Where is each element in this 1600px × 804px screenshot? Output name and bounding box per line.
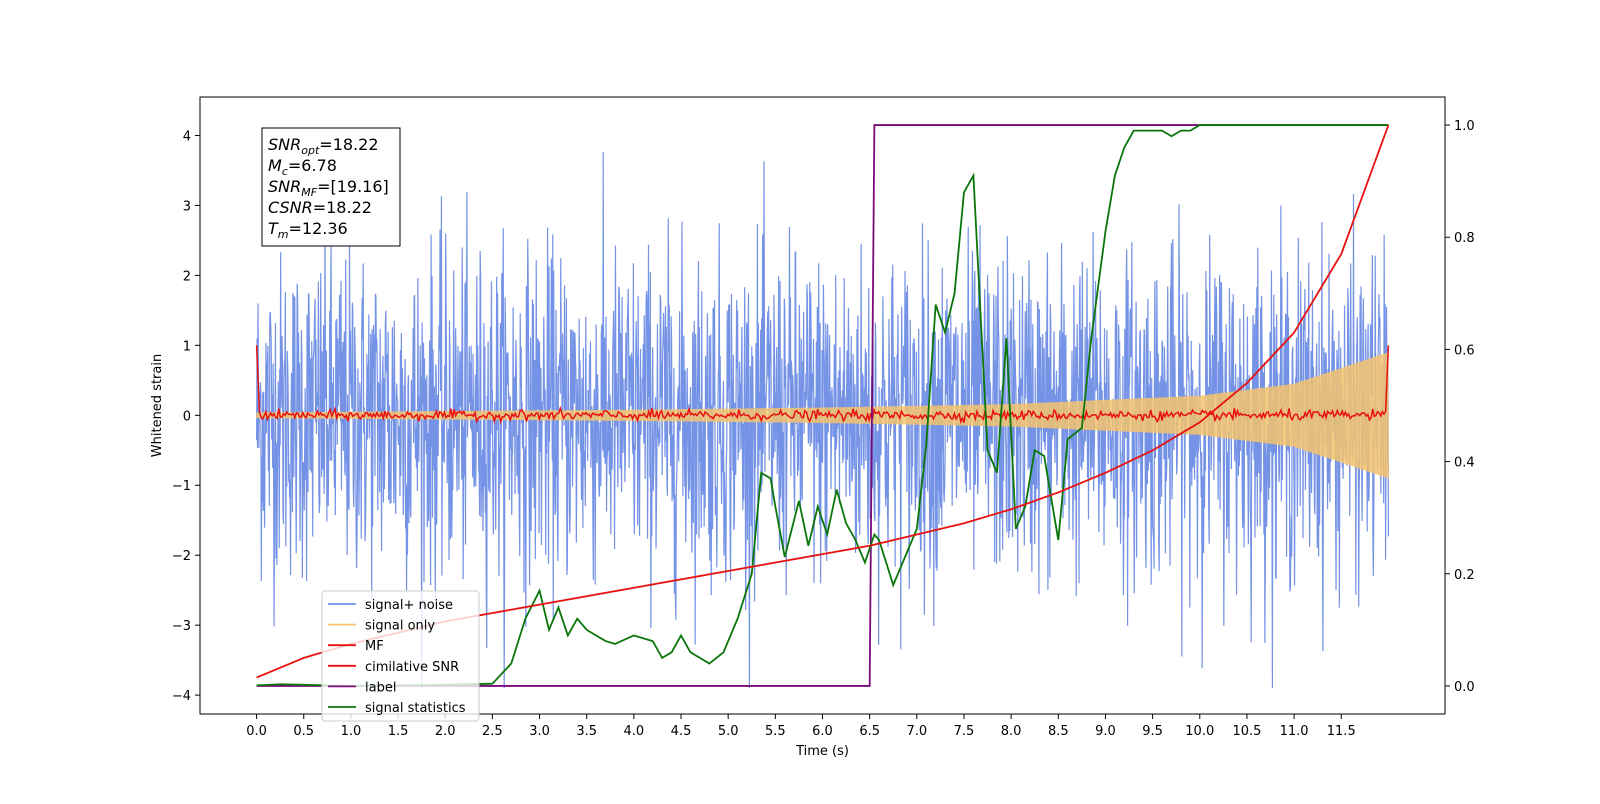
x-tick-label: 6.5 (859, 724, 880, 739)
y-left-tick-label: 0 (183, 409, 191, 424)
annotation-line: SNRopt=18.22 (268, 135, 379, 157)
y-left-tick-label: −3 (172, 619, 191, 634)
series-mf-line (255, 345, 1390, 425)
x-tick-label: 8.5 (1048, 724, 1069, 739)
axes: 0.0 0.5 1.0 1.5 2.0 2.5 3.0 3.5 4.0 4.5 5.0 5.5 6.0 6… (172, 96, 1475, 739)
legend-entry-label: signal statistics (365, 701, 466, 716)
y-right-tick-label: 0.0 (1454, 680, 1475, 695)
x-tick-label: 3.5 (576, 724, 597, 739)
annotation-box: SNRopt=18.22Mc=6.78SNRMF=[19.16]CSNR=18.… (261, 127, 401, 247)
legend-entry-label: signal+ noise (365, 598, 453, 613)
x-tick-label: 11.0 (1280, 724, 1309, 739)
x-tick-label: 9.0 (1095, 724, 1116, 739)
y-left-tick-label: −2 (172, 549, 191, 564)
y-axis-label: Whitened strain (150, 354, 165, 457)
legend-entry-label: cimilative SNR (365, 660, 459, 675)
annotation-line: Mc=6.78 (268, 156, 337, 178)
annotation-frame (261, 127, 401, 247)
x-tick-label: 3.0 (529, 724, 550, 739)
series-signal-only-line (256, 352, 1389, 479)
x-tick-label: 0.0 (246, 724, 267, 739)
x-tick-label: 0.5 (293, 724, 314, 739)
x-tick-label: 10.0 (1185, 724, 1214, 739)
y-left-tick-label: −1 (172, 479, 191, 494)
y-right-tick-label: 0.2 (1454, 568, 1475, 583)
y-right-tick-label: 1.0 (1454, 119, 1475, 134)
y-left-tick-label: 4 (183, 129, 191, 144)
x-tick-label: 6.0 (812, 724, 833, 739)
x-axis-label: Time (s) (795, 744, 849, 759)
x-tick-label: 10.5 (1232, 724, 1261, 739)
annotation-line: SNRMF=[19.16] (268, 177, 389, 199)
x-tick-label: 2.5 (482, 724, 503, 739)
legend-entry-label: label (365, 680, 396, 695)
y-left-tick-label: 1 (183, 339, 191, 354)
y-left-tick-label: 3 (183, 199, 191, 214)
y-left-tick-label: −4 (172, 689, 191, 704)
x-tick-label: 1.5 (388, 724, 409, 739)
legend-frame (321, 590, 480, 722)
x-tick-label: 5.0 (718, 724, 739, 739)
x-tick-label: 7.5 (954, 724, 975, 739)
y-right-tick-label: 0.8 (1454, 231, 1475, 246)
x-tick-label: 8.0 (1001, 724, 1022, 739)
x-tick-label: 11.5 (1327, 724, 1356, 739)
x-tick-label: 9.5 (1142, 724, 1163, 739)
legend: signal+ noise signal only MF cimilative SNR… (321, 590, 480, 722)
series-label-line (256, 124, 1389, 687)
series-signal-noise-line (255, 151, 1390, 689)
annotation-line: Tm=12.36 (268, 219, 348, 241)
annotation-line: CSNR=18.22 (268, 198, 372, 217)
legend-entry-label: signal only (365, 619, 435, 634)
legend-entry-label: MF (365, 639, 384, 654)
x-tick-label: 7.0 (906, 724, 927, 739)
y-right-tick-label: 0.6 (1454, 343, 1475, 358)
y-right-tick-label: 0.4 (1454, 456, 1475, 471)
x-tick-label: 2.0 (435, 724, 456, 739)
series-signal-statistics-line (256, 124, 1389, 687)
x-tick-label: 4.5 (671, 724, 692, 739)
x-tick-label: 5.5 (765, 724, 786, 739)
x-tick-label: 1.0 (341, 724, 362, 739)
y-left-tick-label: 2 (183, 269, 191, 284)
x-tick-label: 4.0 (624, 724, 645, 739)
